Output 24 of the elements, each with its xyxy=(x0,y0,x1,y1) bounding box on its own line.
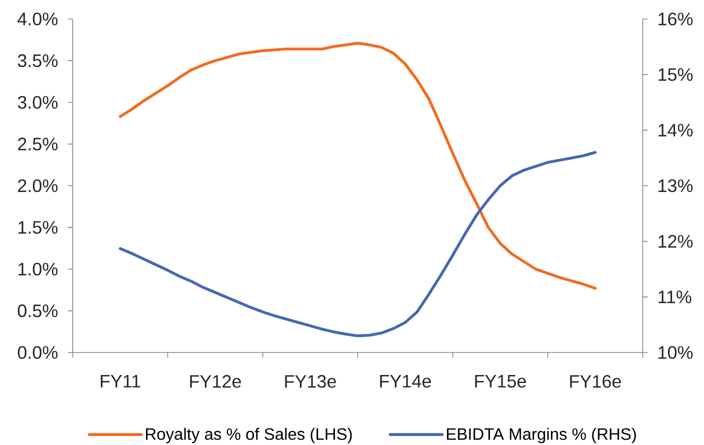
y-tick-label: 3.0% xyxy=(18,96,58,109)
x-tick-label: FY16e xyxy=(570,375,621,388)
y2-tick-label: 10% xyxy=(658,346,693,359)
y-tick-label: 2.5% xyxy=(18,138,58,150)
x-tick-label: FY13e xyxy=(285,375,336,388)
x-tick-label: FY15e xyxy=(475,375,526,388)
y-tick-label: 4.0% xyxy=(18,12,58,26)
y-tick-label: 0.5% xyxy=(18,304,58,318)
x-tick-label: FY11 xyxy=(100,375,140,388)
x-tick-label: FY14e xyxy=(380,375,431,388)
legend-label: Royalty as % of Sales (LHS) xyxy=(146,428,352,444)
y-tick-label: 1.5% xyxy=(18,221,58,234)
y-tick-label: 1.0% xyxy=(18,262,58,276)
x-tick-label: FY12e xyxy=(190,375,241,388)
legend-label: EBIDTA Margins % (RHS) xyxy=(446,428,636,444)
y2-tick-label: 13% xyxy=(658,179,693,192)
y2-tick-label: 15% xyxy=(658,68,693,81)
y2-tick-label: 16% xyxy=(658,12,693,26)
y2-tick-label: 14% xyxy=(658,124,693,136)
y-tick-label: 0.0% xyxy=(18,346,58,359)
y2-tick-label: 12% xyxy=(658,234,693,248)
y-tick-label: 3.5% xyxy=(18,54,58,68)
y-tick-label: 2.0% xyxy=(18,179,58,192)
y2-tick-label: 11% xyxy=(658,290,692,304)
